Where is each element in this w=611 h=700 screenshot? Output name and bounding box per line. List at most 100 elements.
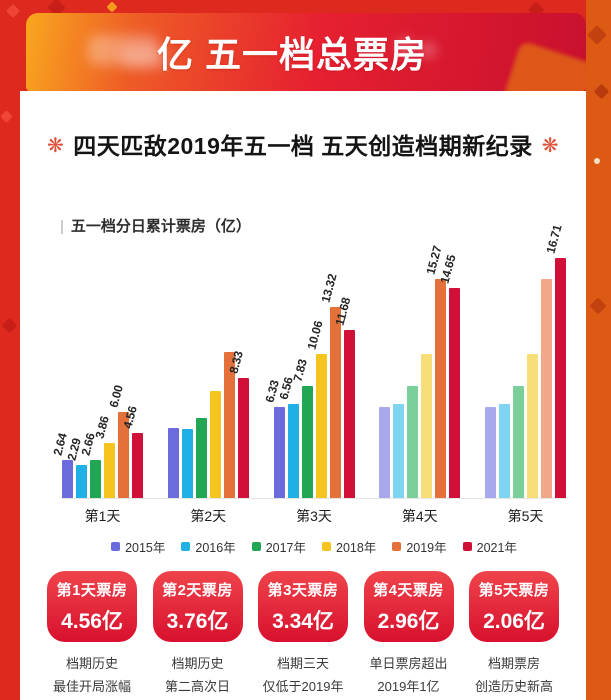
- badge-note: 档期历史 最佳开局涨幅: [53, 653, 131, 699]
- legend-item: 2018年: [322, 537, 376, 556]
- boxoffice-badge: 第3天票房 3.34亿: [258, 571, 348, 642]
- bar-2019年: [223, 352, 235, 498]
- bar-2021年: 8.33: [226, 350, 249, 498]
- bar-value-label: 3.86: [92, 414, 112, 440]
- badge-value: 4.56亿: [61, 609, 123, 633]
- bar-2016年: 6.56: [276, 376, 299, 498]
- bar-2018年: [421, 354, 433, 498]
- title-bar-glyph: |: [60, 218, 64, 235]
- bar-group: 15.27 14.65: [379, 244, 461, 498]
- bar-2021年: 4.56: [120, 405, 143, 498]
- bar-value-label: 13.32: [317, 272, 340, 304]
- legend-label: 2015年: [125, 541, 166, 555]
- daily-boxoffice-badges: 第1天票房 4.56亿 档期历史 最佳开局涨幅 第2天票房 3.76亿 档期历史 第二高次日第…: [20, 571, 586, 699]
- badge-title: 第1天票房: [56, 581, 128, 599]
- censored-blur: [88, 35, 158, 65]
- badge-note-line: 2019年1亿: [377, 678, 440, 694]
- bar-2016年: 2.29: [64, 437, 87, 498]
- legend-swatch: [322, 542, 331, 551]
- bar-value-label: 7.83: [289, 357, 310, 383]
- bar-2021年: 11.68: [332, 296, 355, 498]
- badge-note-line: 档期历史: [65, 656, 118, 671]
- badge-note: 单日票房超出 2019年1亿: [369, 653, 447, 699]
- censored-blur: [122, 47, 168, 69]
- legend-label: 2016年: [195, 541, 236, 555]
- badge-column: 第5天票房 2.06亿档期票房创造历史新高: [462, 571, 566, 699]
- badge-note: 档期票房创造历史新高: [475, 653, 553, 699]
- headline-text: 四天匹敌2019年五一档 五天创造档期新纪录: [73, 133, 533, 159]
- bar-group: 2.64 2.29 2.66 3.86 6.00 4.56: [50, 384, 143, 498]
- x-axis-label: 第1天: [84, 508, 121, 524]
- badge-note: 档期历史 第二高次日: [165, 653, 230, 699]
- bar-2018年: 3.86: [92, 415, 115, 498]
- badge-value: 3.76亿: [166, 609, 229, 633]
- bar-value-label: 11.68: [331, 295, 353, 327]
- bar-value-label: 6.00: [106, 383, 126, 409]
- bar-2021年: 14.65: [438, 253, 461, 498]
- badge-value: 2.96亿: [377, 609, 440, 633]
- legend-label: 2019年: [406, 541, 447, 555]
- badge-title: 第5天票房: [478, 581, 550, 599]
- badge-column: 第4天票房 2.96亿单日票房超出 2019年1亿: [357, 571, 461, 699]
- badge-column: 第2天票房 3.76亿档期历史 第二高次日: [146, 571, 250, 699]
- badge-note-line: 第二高次日: [164, 678, 230, 694]
- legend-item: 2016年: [181, 537, 236, 556]
- content-card: ❋ 四天匹敌2019年五一档 五天创造档期新纪录 ❋ | 五一档分日累计票房（亿） 2…: [20, 91, 586, 700]
- legend-label: 2018年: [336, 541, 377, 555]
- legend-swatch: [392, 542, 402, 551]
- bar-2019年: [541, 279, 552, 498]
- bar-2018年: [527, 354, 538, 498]
- badge-value: 3.34亿: [272, 609, 334, 633]
- legend-item: 2019年: [392, 537, 447, 556]
- bar-2015年: 6.33: [262, 379, 285, 498]
- bar-value-label: 10.06: [303, 319, 326, 351]
- legend-swatch: [462, 542, 472, 551]
- legend-item: 2015年: [111, 537, 165, 556]
- badge-title: 第4天票房: [373, 581, 444, 599]
- bar-2018年: [209, 391, 221, 498]
- x-axis-labels: 第1天 第2天 第3天 第4天 第5天: [62, 506, 566, 526]
- confetti-decoration: [106, 1, 118, 13]
- censored-blur: [396, 39, 414, 55]
- bar-2015年: [379, 407, 391, 498]
- header-banner: 亿 五一档总票房: [26, 13, 586, 91]
- chart-title-text: 五一档分日累计票房（亿）: [70, 218, 251, 235]
- right-edge-strip: [586, 0, 611, 700]
- badge-column: 第1天票房 4.56亿档期历史 最佳开局涨幅: [40, 571, 144, 699]
- bar-2016年: [393, 404, 405, 498]
- boxoffice-badge: 第2天票房 3.76亿: [152, 571, 243, 642]
- x-axis-label: 第3天: [296, 508, 332, 524]
- badge-note: 档期三天 仅低于2019年: [263, 653, 344, 699]
- boxoffice-badge: 第5天票房 2.06亿: [469, 571, 559, 642]
- bar-chart: 2.64 2.29 2.66 3.86 6.00 4.56 8.33 6.33 6.56 7.83…: [50, 223, 566, 556]
- legend-item: 2017年: [251, 537, 306, 556]
- legend-label: 2017年: [265, 541, 306, 555]
- legend-swatch: [251, 542, 261, 551]
- bar-2018年: 10.06: [304, 319, 327, 498]
- bar-2017年: [407, 386, 419, 498]
- bar-group: 16.71: [485, 223, 566, 498]
- badge-value: 2.06亿: [483, 609, 545, 633]
- bar-value-label: 4.56: [120, 404, 140, 430]
- x-axis-label: 第4天: [401, 508, 438, 524]
- confetti-decoration: [1, 317, 18, 334]
- bar-2019年: 6.00: [106, 384, 129, 498]
- badge-note-line: 创造历史新高: [474, 678, 553, 694]
- bar-2017年: [513, 386, 524, 498]
- legend-label: 2021年: [476, 541, 517, 555]
- chart-plot-area: 2.64 2.29 2.66 3.86 6.00 4.56 8.33 6.33 6.56 7.83…: [50, 223, 566, 499]
- bar-2019年: 13.32: [318, 272, 341, 498]
- confetti-decoration: [0, 110, 13, 123]
- badge-title: 第2天票房: [162, 581, 233, 599]
- bar-2017年: 2.66: [78, 432, 101, 498]
- legend-swatch: [181, 542, 191, 551]
- bar-2017年: [195, 418, 207, 498]
- bar-2017年: 7.83: [290, 358, 313, 498]
- badge-note-line: 仅低于2019年: [262, 678, 344, 694]
- badge-note-line: 档期票房: [487, 656, 540, 671]
- banner-corner-decoration: [502, 40, 586, 91]
- bar-2019年: 15.27: [424, 244, 447, 498]
- bar-2021年: 16.71: [543, 223, 566, 498]
- asterisk-icon: ❋: [46, 135, 65, 157]
